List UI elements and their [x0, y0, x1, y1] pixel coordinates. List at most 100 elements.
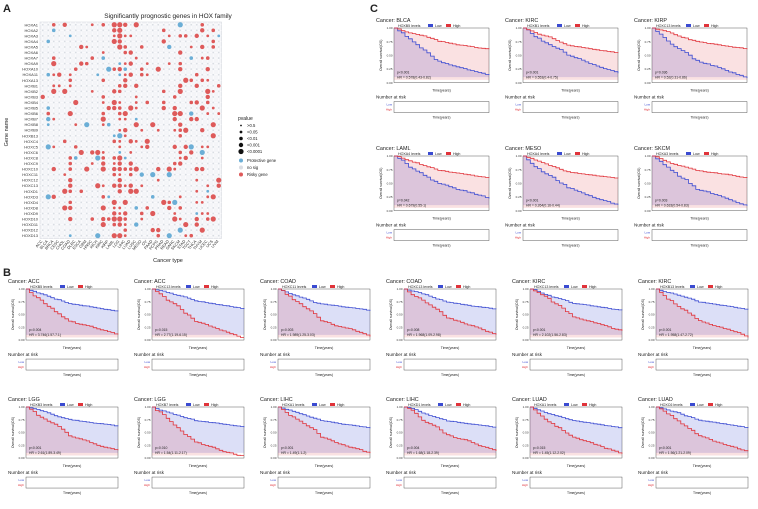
- dot: [80, 84, 83, 87]
- km-gene-legend: HOXC6 levels: [660, 403, 683, 407]
- dot: [112, 139, 117, 144]
- dot: [47, 96, 50, 98]
- km-pvalue: p=0.004: [407, 446, 419, 450]
- km-risk-table: [403, 476, 497, 489]
- dot: [217, 112, 221, 115]
- dot: [157, 218, 160, 220]
- dot: [173, 34, 176, 37]
- km-ytick: 0.00: [397, 456, 403, 460]
- type-legend-dot: [239, 165, 243, 170]
- km-risk-xlabel: Time(years): [63, 491, 81, 495]
- dot: [151, 140, 154, 143]
- dot: [173, 207, 176, 209]
- dot: [157, 212, 160, 215]
- dot: [52, 73, 56, 77]
- dot: [140, 123, 143, 126]
- km-cancer-title: Cancer: KIRC: [638, 279, 671, 285]
- dot: [80, 229, 83, 232]
- km-axes: [522, 27, 619, 83]
- dot: [205, 88, 211, 94]
- km-high-label: High: [85, 403, 92, 407]
- km-risk-high: High: [270, 365, 277, 369]
- dot: [157, 173, 160, 176]
- dot: [157, 101, 160, 104]
- km-ytick: 1.00: [19, 405, 25, 409]
- km-ytick: 0.25: [649, 443, 655, 447]
- km-risk-xlabel: Time(years): [315, 491, 333, 495]
- dot: [216, 84, 221, 88]
- dot: [45, 194, 51, 200]
- km-high-swatch: [708, 285, 713, 288]
- dot: [162, 123, 165, 126]
- km-ytick: 0.00: [645, 81, 651, 85]
- dot: [151, 101, 154, 104]
- dot: [107, 151, 110, 154]
- dot: [69, 129, 72, 132]
- dot: [107, 201, 110, 204]
- dot: [118, 139, 122, 143]
- dot: [212, 151, 215, 154]
- km-xlabel: Time(years): [315, 346, 334, 350]
- dot: [168, 145, 171, 148]
- dot: [156, 178, 160, 182]
- km-ytick: 0.00: [271, 456, 277, 460]
- km-gene-legend: HOXC13 levels: [534, 285, 559, 289]
- km-ytick: 1.00: [649, 287, 655, 291]
- dot: [206, 162, 209, 165]
- dot: [161, 100, 166, 105]
- dot: [168, 96, 171, 98]
- dot: [124, 107, 127, 109]
- km-ytick: 1.00: [523, 287, 529, 291]
- dot: [117, 27, 123, 33]
- dot: [178, 156, 182, 160]
- dot: [80, 112, 83, 115]
- dot: [206, 189, 210, 193]
- dot: [80, 51, 83, 54]
- dot: [85, 184, 88, 187]
- dot: [146, 151, 149, 154]
- cancer-label: THCA: [187, 239, 198, 251]
- dot: [134, 106, 138, 110]
- cancer-label: STAD: [176, 239, 187, 250]
- dot: [129, 134, 132, 137]
- dot: [184, 96, 187, 98]
- dot: [117, 161, 122, 166]
- dot: [58, 40, 61, 43]
- dot: [85, 96, 88, 98]
- dot: [52, 79, 55, 82]
- dot: [96, 107, 99, 109]
- km-high-label: High: [711, 24, 718, 28]
- dot: [73, 145, 78, 149]
- dot: [101, 111, 106, 116]
- km-high-curve: [652, 27, 748, 50]
- dot: [179, 101, 182, 104]
- km-ytick: 0.50: [523, 313, 529, 317]
- dot: [128, 161, 133, 166]
- dot: [151, 145, 154, 148]
- dot: [168, 229, 171, 232]
- dot: [134, 139, 138, 143]
- dot: [52, 190, 55, 193]
- dot: [166, 172, 172, 178]
- km-high-curve: [278, 406, 371, 454]
- km-high-label: High: [715, 403, 722, 407]
- dot: [162, 162, 165, 165]
- dot: [195, 123, 198, 126]
- dot: [216, 183, 221, 188]
- dot: [178, 34, 183, 38]
- km-ytick: 0.25: [397, 325, 403, 329]
- dot: [123, 167, 128, 171]
- dot: [107, 57, 110, 59]
- dot: [146, 118, 149, 121]
- dot: [157, 201, 160, 204]
- dot: [91, 51, 94, 54]
- dot: [100, 166, 106, 172]
- dot: [91, 129, 94, 132]
- dot: [190, 73, 193, 76]
- dot: [107, 190, 110, 193]
- dot: [107, 145, 110, 148]
- dot: [217, 212, 220, 215]
- dot: [146, 107, 149, 109]
- dot: [206, 112, 210, 115]
- dot: [201, 140, 204, 143]
